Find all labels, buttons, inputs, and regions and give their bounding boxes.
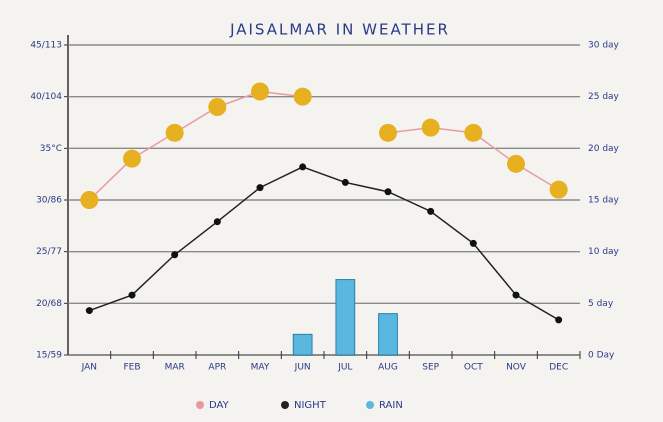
point [379, 123, 397, 142]
series-line [88, 90, 560, 201]
y2-tick-label: 0 Day [588, 351, 615, 361]
legend-label: DAY [209, 400, 230, 411]
rain-bar [292, 333, 313, 356]
legend-swatch [196, 401, 204, 409]
y-tick-label: 40/104 [30, 92, 62, 102]
point [469, 239, 477, 247]
rain-bar [335, 279, 356, 356]
x-tick-label: DEC [549, 363, 568, 373]
x-tick-label: OCT [464, 363, 483, 373]
rain-bar [378, 313, 398, 356]
x-tick-label: MAY [251, 363, 270, 373]
point [549, 180, 568, 199]
x-tick-label: JUN [294, 363, 311, 373]
x-tick-label: APR [208, 363, 226, 373]
y2-tick-label: 25 day [588, 92, 620, 102]
series-line [89, 166, 560, 321]
y2-tick-label: 15 day [588, 196, 620, 206]
chart-title: JAISALMAR IN WEATHER [229, 21, 450, 39]
x-tick-label: SEP [422, 363, 439, 373]
y2-tick-label: 30 day [588, 41, 620, 51]
point [80, 191, 99, 209]
point [251, 82, 269, 101]
x-tick-label: AUG [378, 363, 398, 373]
x-tick-label: JAN [81, 363, 97, 373]
y-tick-label: 35°C [40, 144, 62, 154]
point [85, 307, 93, 315]
y-tick-label: 20/68 [36, 299, 62, 309]
legend-swatch [281, 401, 289, 409]
point [384, 188, 392, 196]
point [128, 291, 136, 299]
point [165, 123, 184, 142]
x-tick-label: JUL [337, 363, 352, 373]
point [464, 123, 483, 142]
y-tick-label: 30/86 [36, 196, 62, 206]
point [213, 218, 221, 226]
y-tick-label: 15/59 [36, 351, 62, 361]
point [512, 291, 520, 299]
point [341, 178, 349, 186]
legend-label: RAIN [379, 400, 403, 411]
point [421, 118, 440, 137]
x-tick-label: NOV [506, 363, 527, 373]
y2-tick-label: 5 day [588, 299, 614, 309]
y2-tick-label: 10 day [588, 247, 620, 257]
point [123, 149, 141, 168]
point [427, 207, 435, 215]
point [299, 163, 307, 171]
point [208, 98, 227, 116]
y-tick-label: 25/77 [36, 247, 62, 257]
point [293, 87, 312, 106]
legend-label: NIGHT [294, 400, 327, 411]
point [507, 154, 525, 173]
legend-swatch [366, 401, 374, 409]
x-tick-label: FEB [123, 363, 140, 373]
y2-tick-label: 20 day [588, 144, 620, 154]
y-tick-label: 45/113 [30, 41, 62, 51]
point [171, 251, 179, 259]
x-tick-label: MAR [165, 363, 185, 373]
point [256, 184, 264, 192]
point [555, 316, 563, 324]
